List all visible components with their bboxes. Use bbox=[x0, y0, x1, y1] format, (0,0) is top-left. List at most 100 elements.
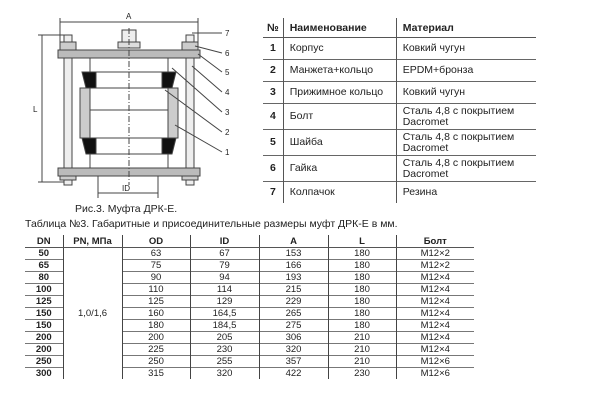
cell-bolt: M12×4 bbox=[396, 271, 474, 284]
part-number: 2 bbox=[263, 59, 284, 82]
part-material: Сталь 4,8 с покрытием Dacromet bbox=[396, 155, 536, 182]
table-caption: Таблица №3. Габаритные и присоединительн… bbox=[25, 218, 398, 230]
cell-dn: 300 bbox=[25, 367, 64, 379]
cell-od: 225 bbox=[122, 343, 191, 356]
part-material: Ковкий чугун bbox=[402, 42, 466, 54]
cell-od: 75 bbox=[122, 259, 191, 272]
table-row: 100 110 114 215 180 M12×4 bbox=[25, 283, 474, 296]
table-row: 65 75 79 166 180 M12×2 bbox=[25, 259, 474, 272]
cell-dn: 50 bbox=[25, 247, 64, 260]
cell-dn: 150 bbox=[25, 307, 64, 320]
cell-l: 180 bbox=[328, 295, 397, 308]
callout-4: 4 bbox=[225, 88, 230, 97]
part-name: Шайба bbox=[283, 129, 397, 156]
cell-a: 357 bbox=[259, 355, 329, 368]
header-od: OD bbox=[122, 235, 191, 248]
cell-id: 184,5 bbox=[190, 319, 260, 332]
cell-l: 180 bbox=[328, 319, 397, 332]
cell-bolt: M12×2 bbox=[420, 247, 450, 259]
cell-l: 180 bbox=[328, 307, 397, 320]
table-row: 6 Гайка Сталь 4,8 с покрытием Dacromet bbox=[263, 155, 536, 182]
cell-l: 210 bbox=[328, 343, 397, 356]
part-material: Резина bbox=[396, 181, 536, 203]
cell-bolt: M12×6 bbox=[396, 355, 474, 368]
cell-dn: 100 bbox=[25, 283, 64, 296]
table-row: 1 Корпус Ковкий чугун bbox=[263, 37, 536, 60]
cell-a: 320 bbox=[259, 343, 329, 356]
part-material: Сталь 4,8 с покрытием Dacromet bbox=[396, 103, 536, 130]
cell-a: 166 bbox=[259, 259, 329, 272]
dimensions-table: DN PN, МПа OD ID A L Болт 50 1,0/1,6 63 67 1… bbox=[25, 235, 474, 379]
part-material: EPDM+бронза bbox=[396, 59, 536, 82]
callout-3: 3 bbox=[225, 108, 230, 117]
figure-caption: Рис.3. Муфта ДРК-Е. bbox=[75, 203, 178, 215]
cell-id: 114 bbox=[190, 283, 260, 296]
cell-dn: 150 bbox=[25, 319, 64, 332]
part-name: Болт bbox=[283, 103, 397, 130]
cell-a: 229 bbox=[259, 295, 329, 308]
dimension-id-label: ID bbox=[122, 184, 130, 193]
part-number: 4 bbox=[263, 103, 284, 130]
table-row: 4 Болт Сталь 4,8 с покрытием Dacromet bbox=[263, 103, 536, 130]
cell-l: 180 bbox=[328, 259, 397, 272]
header-no: № bbox=[263, 18, 284, 38]
cell-l: 180 bbox=[328, 283, 397, 296]
cell-id: 164,5 bbox=[190, 307, 260, 320]
header-pn: PN, МПа bbox=[63, 235, 123, 248]
cell-id: 205 bbox=[190, 331, 260, 344]
coupling-drawing: A L ID 7 6 5 4 3 2 1 bbox=[33, 12, 230, 198]
cell-id: 94 bbox=[190, 271, 260, 284]
cell-a: 422 bbox=[259, 367, 329, 379]
part-number: 6 bbox=[263, 155, 284, 182]
table-row: 300 315 320 422 230 M12×6 bbox=[25, 367, 474, 379]
header-name: Наименование bbox=[283, 18, 397, 38]
cell-id: 255 bbox=[190, 355, 260, 368]
table-row: 2 Манжета+кольцо EPDM+бронза bbox=[263, 59, 536, 82]
cell-dn: 125 bbox=[25, 295, 64, 308]
table-row: 80 90 94 193 180 M12×4 bbox=[25, 271, 474, 284]
cell-a: 306 bbox=[259, 331, 329, 344]
cell-id: 320 bbox=[190, 367, 260, 379]
part-number: 5 bbox=[263, 129, 284, 156]
table-row: 200 200 205 306 210 M12×4 bbox=[25, 331, 474, 344]
cell-od: 160 bbox=[122, 307, 191, 320]
table-row: 250 250 255 357 210 M12×6 bbox=[25, 355, 474, 368]
table-row: 50 1,0/1,6 63 67 153 180 M12×2 bbox=[25, 247, 474, 379]
cell-od: 250 bbox=[122, 355, 191, 368]
part-number: 3 bbox=[263, 81, 284, 104]
table-row: 200 225 230 320 210 M12×4 bbox=[25, 343, 474, 356]
dimension-l-label: L bbox=[33, 105, 38, 114]
cell-id: 129 bbox=[190, 295, 260, 308]
cell-bolt: M12×4 bbox=[396, 331, 474, 344]
part-name: Манжета+кольцо bbox=[283, 59, 397, 82]
header-dn: DN bbox=[25, 235, 64, 248]
dimension-a-label: A bbox=[126, 12, 132, 21]
cell-l: 230 bbox=[328, 367, 397, 379]
cell-dn: 200 bbox=[25, 331, 64, 344]
part-material: Ковкий чугун bbox=[396, 81, 536, 104]
cell-od: 180 bbox=[122, 319, 191, 332]
part-number: 1 bbox=[263, 37, 284, 60]
cell-od: 125 bbox=[122, 295, 191, 308]
header-bolt: Болт bbox=[396, 235, 474, 248]
cell-dn: 250 bbox=[25, 355, 64, 368]
cell-l: 210 bbox=[328, 331, 397, 344]
part-name: Прижимное кольцо bbox=[283, 81, 397, 104]
cell-a: 193 bbox=[259, 271, 329, 284]
cell-id: 230 bbox=[190, 343, 260, 356]
cell-od: 63 bbox=[122, 247, 191, 260]
cell-dn: 65 bbox=[25, 259, 64, 272]
part-number: 7 bbox=[263, 181, 284, 203]
cell-bolt: M12×4 bbox=[396, 283, 474, 296]
cell-bolt: M12×2 bbox=[396, 259, 474, 272]
part-name: Корпус bbox=[283, 37, 397, 60]
header-l: L bbox=[328, 235, 397, 248]
part-name: Колпачок bbox=[283, 181, 397, 203]
table-row: 150 160 164,5 265 180 M12×4 bbox=[25, 307, 474, 320]
table-row: 150 180 184,5 275 180 M12×4 bbox=[25, 319, 474, 332]
cell-dn: 200 bbox=[25, 343, 64, 356]
cell-l: 210 bbox=[328, 355, 397, 368]
header-material: Материал bbox=[396, 18, 536, 38]
cell-id: 79 bbox=[190, 259, 260, 272]
callout-7: 7 bbox=[225, 29, 230, 38]
